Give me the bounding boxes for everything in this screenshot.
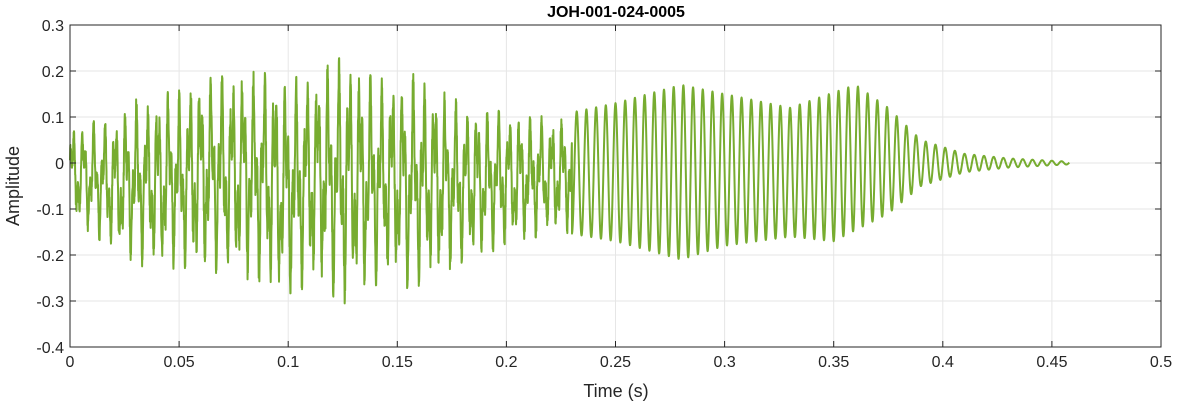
chart-title: JOH-001-024-0005 — [547, 4, 685, 21]
x-tick-label: 0.25 — [600, 354, 631, 371]
y-tick-label: 0.1 — [42, 110, 64, 127]
y-tick-label: 0 — [55, 156, 64, 173]
plot-area — [69, 57, 1071, 305]
y-tick-label: -0.4 — [36, 340, 64, 357]
x-tick-label: 0.2 — [495, 354, 517, 371]
x-axis-label: Time (s) — [583, 381, 648, 401]
x-tick-label: 0.4 — [932, 354, 954, 371]
x-axis: 0 0.05 0.1 0.15 0.2 0.25 0.3 0.35 0.4 0.45 0.5 — [66, 25, 1172, 371]
y-tick-label: 0.2 — [42, 64, 64, 81]
x-tick-label: 0.3 — [713, 354, 735, 371]
waveform-line — [69, 57, 1071, 305]
x-tick-label: 0 — [66, 354, 75, 371]
y-axis: -0.4 -0.3 -0.2 -0.1 0 0.1 0.2 0.3 — [36, 18, 1161, 357]
x-tick-label: 0.05 — [164, 354, 195, 371]
x-tick-label: 0.15 — [382, 354, 413, 371]
x-tick-label: 0.45 — [1036, 354, 1067, 371]
y-tick-label: 0.3 — [42, 18, 64, 35]
y-tick-label: -0.1 — [36, 202, 64, 219]
x-tick-label: 0.1 — [277, 354, 299, 371]
y-tick-label: -0.2 — [36, 248, 64, 265]
x-tick-label: 0.35 — [818, 354, 849, 371]
y-axis-label: Amplitude — [3, 146, 23, 226]
x-tick-label: 0.5 — [1150, 354, 1172, 371]
grid-lines — [69, 24, 1162, 348]
y-tick-label: -0.3 — [36, 294, 64, 311]
